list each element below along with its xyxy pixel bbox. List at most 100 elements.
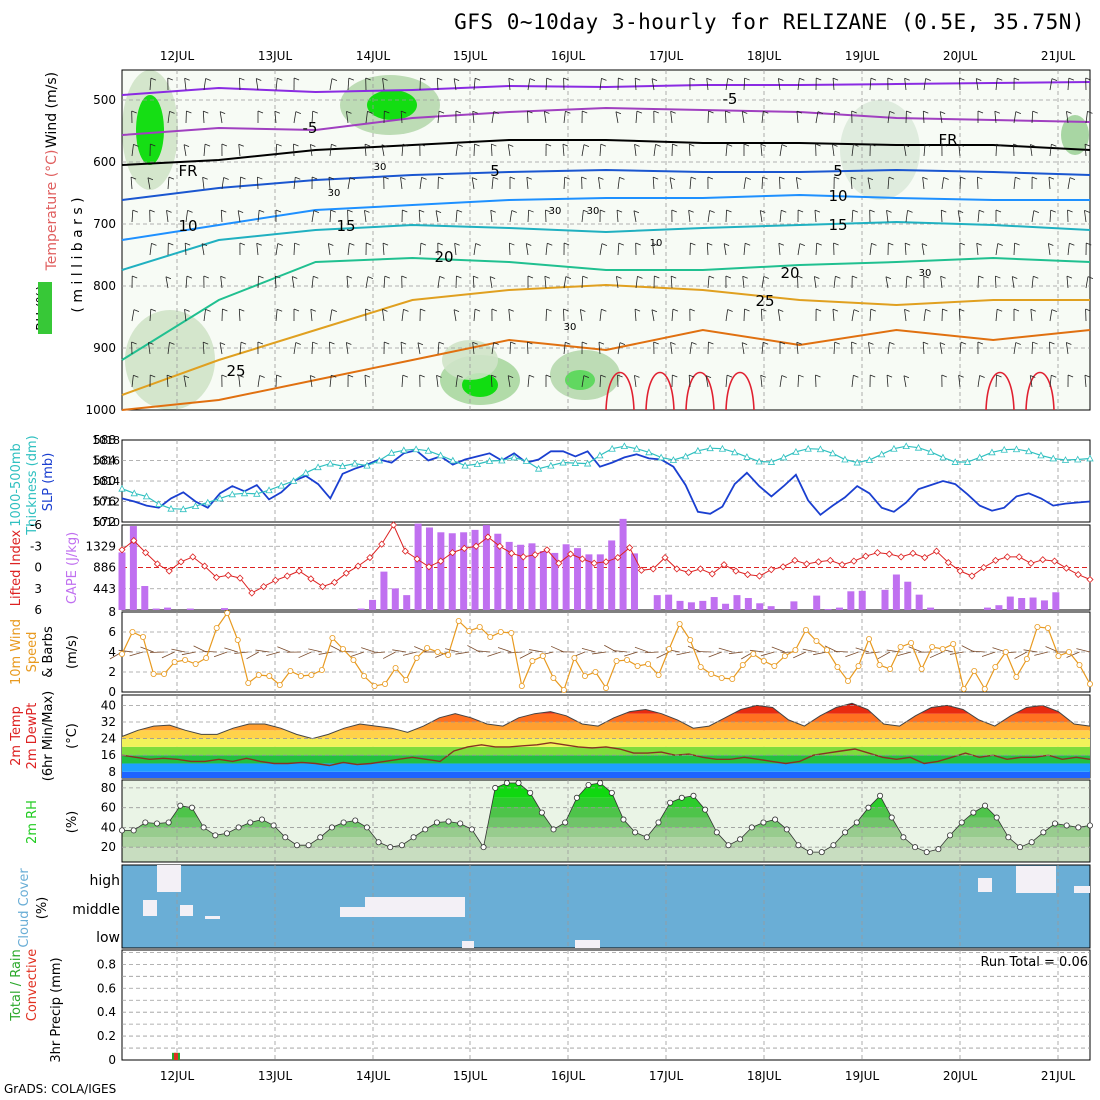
wind-barb-flag [921,243,928,247]
wind-barb [184,243,187,256]
temp-band [122,763,1090,772]
wind-barb-flag [906,275,913,279]
cloud-block [143,900,157,916]
lifted-index-marker [142,549,150,557]
wind10m-barb [813,651,828,656]
wind-barb-flag [814,209,821,213]
wind-barb [923,78,927,91]
wind-barb-flag [1032,341,1038,345]
rh2m-marker [328,824,335,831]
wind-barb-flag [778,78,784,81]
wind-barb [940,276,943,289]
wind-barb [472,111,475,124]
wind-barb-flag [1049,341,1055,345]
wind-barb-flag [402,374,408,378]
wind10m-marker [255,672,262,679]
wind-barb-flag [815,143,821,147]
wind-barb-flag [743,143,750,147]
wind-barb-flag [565,110,571,114]
wind-barb-flag [239,242,246,246]
temp-band [122,746,1090,756]
wind10m-marker [929,644,936,651]
lifted-index-marker [921,554,929,562]
wind-barb-flag [853,374,859,378]
thickness-marker [498,456,506,464]
cape-bar [653,595,661,610]
thickness-marker [865,456,874,463]
wind-barb [922,177,925,190]
wind-barb [183,375,187,388]
wind-tick: 4 [108,645,116,659]
thickness-marker [804,444,812,452]
thickness-tick: 580 [93,474,116,488]
wind-barb [977,210,980,223]
wind10m-marker [518,683,525,690]
wind-barb [761,177,764,190]
wind-barb-flag [490,209,496,213]
wind-barb [815,375,817,388]
wind-barb-flag [669,177,676,181]
wind10m-barb [255,649,270,653]
wind-barb-flag [816,77,822,81]
wind-barb-flag [474,308,481,312]
cape-bar [756,603,764,610]
wind-barb [275,78,278,91]
wind-barb [275,375,277,388]
wind-barb-flag [150,77,157,81]
wind-barb [669,177,673,190]
wind-barb-flag [347,374,354,378]
wind-barb-flag [689,374,695,378]
wind-barb-flag [1015,176,1021,180]
wind-barb-flag [619,176,625,180]
wind10m-marker [308,672,315,679]
warm-contour [725,371,755,411]
wind-barb [401,375,404,388]
wind10m-marker [234,637,241,644]
wind-barb [490,375,493,388]
wind-barb-flag [939,111,946,114]
wind10m-barb [1076,648,1091,653]
thickness-marker [228,490,236,498]
wind-barb-flag [940,275,946,279]
wind-barb-flag [833,242,839,246]
isotherm-line [121,193,1090,241]
temp2m-unit: (°C) [65,723,80,749]
wind-barb [995,375,997,388]
wind-barb-flag [760,210,766,213]
lifted-index-marker [248,589,256,597]
wind-barb-flag [634,308,641,312]
thickness-marker [706,444,714,452]
wind-barb-flag [203,341,209,345]
rh-band [122,817,1090,828]
wind-barb [743,309,745,322]
wind-barb-flag [203,110,209,114]
wind-barb-flag [583,375,590,378]
thickness-marker [559,458,567,466]
wind-barb [453,309,457,322]
lifted-index-marker [189,553,197,561]
wind10m-marker [276,682,283,689]
thickness-marker [816,445,825,453]
thickness-tick: 572 [93,515,116,529]
wind10m-marker [981,686,988,693]
wind-barb-flag [526,243,532,246]
isotherm-line [121,256,1091,361]
isotherm-line [121,328,1091,411]
rh2m-tick: 20 [101,840,116,854]
wind10m-marker [150,671,157,678]
wind-barb-flag [995,275,1001,279]
wind-barb-flag [887,77,893,81]
slp-tick: 1016 [92,455,120,468]
wind-barb [526,177,529,190]
wind-barb-flag [471,177,478,180]
thickness-marker [927,447,935,455]
wind-barb [507,375,511,388]
wind-barb-flag [419,374,425,378]
wind-barb-flag [725,110,731,114]
wind10m-marker [739,662,746,669]
wind-barb-flag [276,374,282,378]
wind10m-marker [697,664,704,671]
wind-barb-flag [762,176,768,180]
wind10m-barb [760,651,775,657]
wind-barb-flag [779,341,786,345]
